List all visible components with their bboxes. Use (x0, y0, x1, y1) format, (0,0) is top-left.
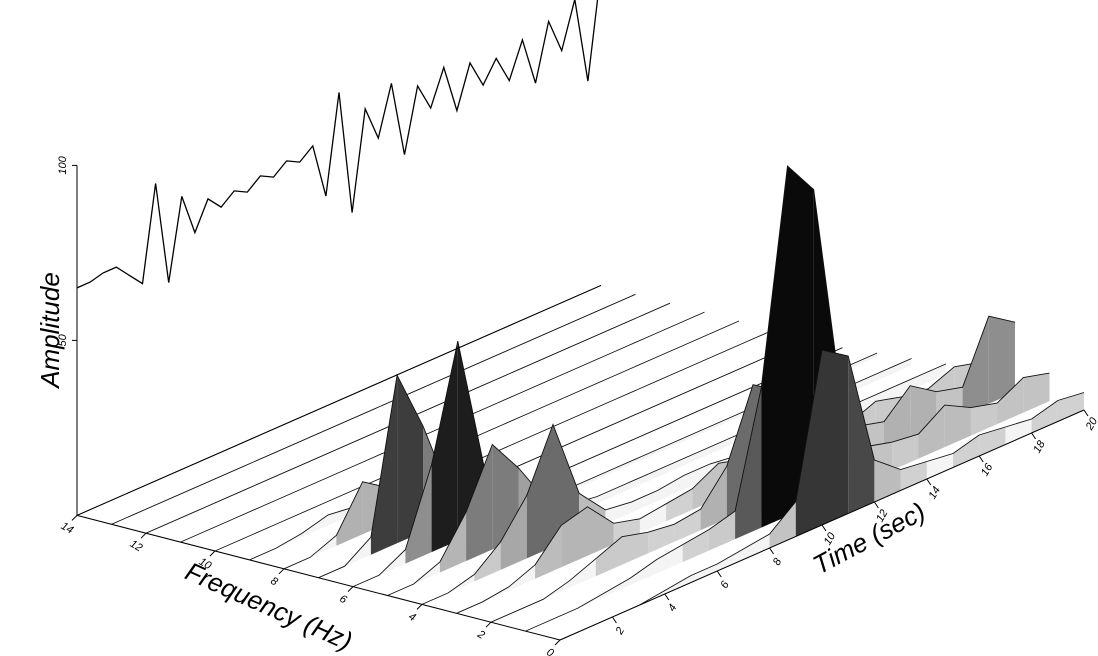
surface-shade (405, 464, 432, 564)
y-tick-label: 4 (406, 611, 417, 624)
surface-shade (884, 385, 911, 450)
surface-shade (666, 488, 693, 522)
y-tick-label: 6 (337, 593, 349, 607)
y-tick (485, 621, 492, 628)
x-tick (1031, 432, 1037, 440)
x-tick (978, 455, 984, 463)
surface-shade (595, 536, 622, 577)
trace-line (76, 0, 599, 289)
surface-row (490, 315, 1016, 623)
surface-shade (874, 460, 901, 502)
y-tick (278, 568, 285, 575)
surface-shade (875, 396, 902, 430)
surface-shade (918, 405, 945, 459)
surface-shade (848, 356, 875, 514)
y-tick-label: 14 (59, 520, 76, 537)
axis-edge (76, 284, 602, 516)
x-tick-label: 18 (1031, 438, 1048, 455)
surface-shade (761, 166, 788, 528)
surface-shade (787, 166, 814, 517)
y-tick (209, 550, 216, 557)
x-tick-label: 12 (874, 508, 891, 525)
surface-shade (431, 341, 458, 553)
surface-shade (979, 427, 1006, 456)
y-tick (71, 515, 78, 521)
surface-shade (900, 461, 927, 491)
x-tick (611, 616, 617, 624)
surface-shade (336, 481, 363, 546)
x-tick (716, 570, 722, 578)
surface-row (249, 329, 774, 561)
surface-shade (953, 435, 980, 468)
x-tick-label: 2 (613, 625, 627, 637)
surface-shade (1057, 392, 1084, 422)
y-tick-label: 8 (268, 575, 280, 589)
surface-shade (944, 405, 971, 448)
surface-shade (962, 316, 989, 416)
surface-shade (370, 375, 398, 555)
y-tick-label: 0 (544, 646, 556, 656)
x-tick (769, 547, 775, 555)
surface-shade (988, 316, 1015, 404)
surface-shade (526, 424, 553, 559)
x-tick-label: 20 (1083, 415, 1098, 433)
surface-row (456, 361, 981, 614)
x-tick (873, 501, 879, 509)
surface-shade (822, 350, 849, 525)
surface-shade (397, 375, 424, 544)
surface-shade (997, 377, 1024, 425)
surface-shade (970, 403, 998, 436)
y-tick-label: 12 (128, 538, 145, 555)
x-tick-label: 14 (926, 485, 943, 502)
x-tick-label: 6 (718, 579, 732, 591)
y-tick (416, 604, 423, 610)
surface-shade (466, 444, 493, 561)
z-tick-label: 100 (57, 155, 69, 174)
surface-shade (1031, 400, 1058, 433)
surface-shade (439, 512, 467, 573)
x-tick-label: 8 (771, 556, 785, 568)
z-tick-label: 50 (57, 333, 69, 346)
surface-row (111, 293, 636, 525)
surface-shade (561, 506, 588, 568)
surface-row (559, 349, 1085, 641)
surface-shade (622, 532, 649, 565)
surface-shade (474, 541, 501, 582)
z-axis-label: Amplitude (35, 272, 65, 390)
axis-edge (76, 514, 561, 641)
surface-shade (674, 509, 701, 542)
surface-shade (1023, 373, 1050, 413)
surface-shade (587, 506, 614, 556)
surface-row (525, 165, 1050, 632)
surface-shade (648, 524, 675, 554)
y-tick-label: 2 (475, 628, 487, 642)
x-tick-label: 4 (666, 602, 679, 613)
surface-shade (535, 525, 562, 579)
x-tick (926, 478, 932, 486)
y-tick (347, 586, 354, 592)
surface-shade (708, 511, 736, 551)
x-tick (1083, 409, 1089, 417)
surface-shade (795, 350, 822, 537)
surface-shade (769, 501, 796, 548)
y-tick (554, 639, 561, 646)
surface-shade (700, 466, 727, 531)
x-tick (821, 524, 827, 532)
x-tick (664, 593, 670, 601)
surface-shade (892, 434, 919, 471)
surface-shade (735, 387, 762, 540)
surface-shade (500, 495, 527, 570)
y-tick (140, 532, 147, 539)
surface-shade (682, 529, 709, 563)
surface-shade (553, 424, 580, 547)
x-tick-label: 16 (979, 461, 996, 478)
